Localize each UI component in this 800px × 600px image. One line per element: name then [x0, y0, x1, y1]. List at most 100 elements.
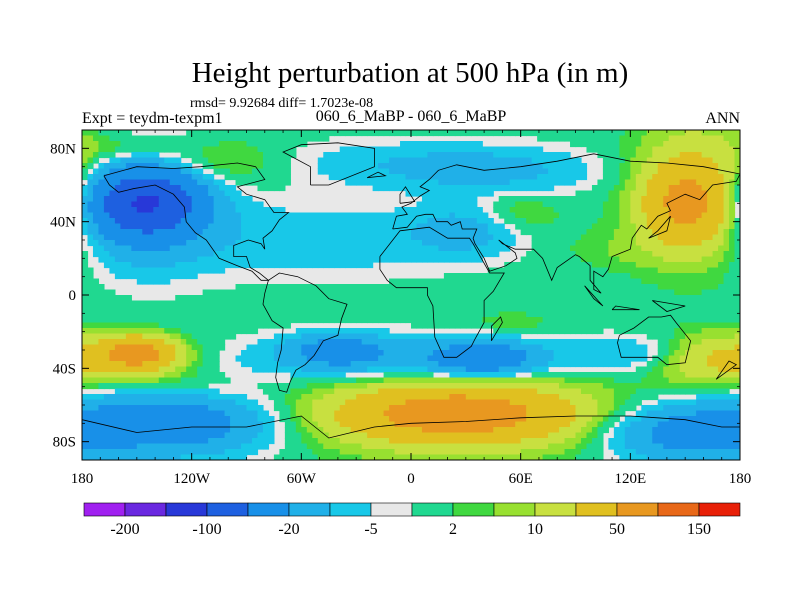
contour-cell — [493, 251, 500, 258]
contour-cell — [175, 245, 182, 252]
contour-cell — [526, 267, 533, 274]
contour-cell — [454, 212, 461, 219]
contour-cell — [531, 229, 538, 236]
contour-cell — [498, 146, 505, 153]
contour-cell — [608, 377, 615, 384]
contour-cell — [125, 339, 132, 346]
contour-cell — [328, 284, 335, 291]
contour-cell — [526, 366, 533, 373]
contour-cell — [432, 289, 440, 296]
contour-cell — [449, 322, 456, 329]
contour-cell — [328, 295, 335, 302]
contour-cell — [312, 223, 319, 230]
contour-cell — [679, 267, 686, 274]
contour-cell — [575, 300, 582, 307]
contour-cell — [312, 229, 319, 236]
contour-cell — [153, 229, 160, 236]
contour-cell — [712, 333, 719, 340]
contour-cell — [295, 333, 302, 340]
contour-cell — [476, 179, 483, 186]
contour-cell — [580, 361, 588, 368]
contour-cell — [284, 152, 291, 159]
contour-cell — [175, 218, 182, 225]
contour-cell — [701, 135, 708, 142]
contour-cell — [421, 372, 429, 379]
contour-cell — [509, 295, 516, 302]
contour-cell — [323, 163, 330, 170]
contour-cell — [142, 361, 149, 368]
contour-cell — [197, 256, 204, 263]
contour-cell — [416, 311, 423, 318]
contour-cell — [482, 163, 489, 170]
contour-cell — [290, 366, 297, 373]
contour-cell — [350, 251, 357, 258]
contour-cell — [438, 317, 445, 324]
contour-cell — [180, 322, 187, 329]
contour-cell — [279, 355, 286, 362]
contour-cell — [630, 185, 637, 192]
contour-cell — [641, 240, 648, 247]
contour-cell — [564, 157, 571, 164]
contour-cell — [257, 284, 264, 291]
contour-cell — [438, 174, 445, 181]
contour-cell — [553, 267, 560, 274]
contour-cell — [323, 306, 330, 313]
contour-cell — [701, 207, 708, 214]
contour-cell — [476, 344, 483, 351]
contour-cell — [734, 168, 740, 175]
contour-cell — [504, 295, 511, 302]
contour-cell — [251, 174, 259, 181]
contour-cell — [591, 361, 599, 368]
contour-cell — [465, 311, 472, 318]
contour-cell — [120, 135, 127, 142]
contour-cell — [142, 229, 149, 236]
contour-cell — [284, 135, 291, 142]
contour-cell — [246, 163, 253, 170]
contour-cell — [202, 130, 209, 137]
contour-cell — [394, 245, 401, 252]
contour-cell — [202, 344, 209, 351]
contour-cell — [427, 179, 434, 186]
contour-cell — [668, 278, 675, 285]
contour-cell — [624, 295, 631, 302]
contour-cell — [367, 229, 374, 236]
contour-cell — [668, 262, 675, 269]
contour-cell — [142, 245, 149, 252]
contour-cell — [591, 372, 599, 379]
contour-cell — [685, 201, 692, 208]
contour-cell — [597, 317, 604, 324]
contour-cell — [142, 185, 149, 192]
contour-cell — [224, 174, 231, 181]
contour-cell — [169, 311, 176, 318]
contour-cell — [701, 201, 708, 208]
contour-cell — [147, 328, 154, 335]
contour-cell — [723, 328, 730, 335]
contour-cell — [559, 278, 566, 285]
contour-cell — [98, 179, 105, 186]
contour-cell — [630, 311, 637, 318]
contour-cell — [405, 306, 412, 313]
contour-cell — [465, 152, 472, 159]
contour-cell — [82, 295, 89, 302]
contour-cell — [690, 256, 697, 263]
contour-cell — [718, 262, 725, 269]
contour-cell — [312, 306, 319, 313]
contour-cell — [690, 284, 697, 291]
contour-cell — [427, 383, 434, 390]
contour-cell — [487, 339, 494, 346]
contour-cell — [471, 146, 478, 153]
contour-cell — [734, 361, 740, 368]
contour-cell — [224, 240, 231, 247]
contour-cell — [92, 212, 100, 219]
contour-cell — [482, 344, 489, 351]
contour-cell — [635, 185, 642, 192]
contour-cell — [350, 262, 357, 269]
contour-cell — [120, 190, 127, 197]
contour-cell — [92, 394, 100, 401]
contour-cell — [520, 157, 527, 164]
contour-cell — [712, 350, 719, 357]
contour-cell — [367, 328, 374, 335]
contour-cell — [652, 377, 659, 384]
contour-cell — [652, 267, 659, 274]
contour-cell — [378, 333, 385, 340]
